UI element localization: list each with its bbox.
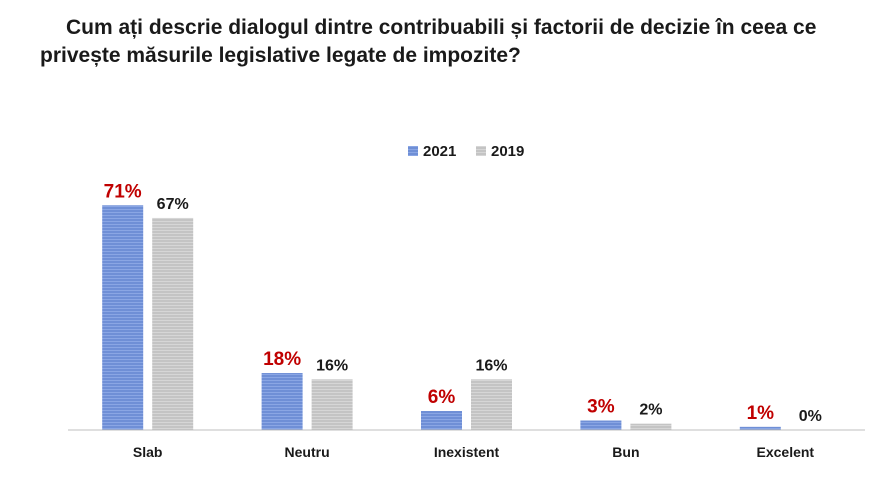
- data-label-2019-excelent: 0%: [799, 408, 822, 425]
- legend-swatch-2021: [408, 146, 418, 156]
- data-label-2019-slab: 67%: [157, 196, 189, 213]
- value-labels-layer: 71% 67% 18% 16% 6% 16% 3% 2% 1% 0%: [104, 181, 822, 425]
- data-label-2021-slab: 71%: [104, 181, 142, 202]
- category-label-slab: Slab: [133, 444, 163, 460]
- category-label-bun: Bun: [612, 444, 639, 460]
- data-label-2021-bun: 3%: [587, 397, 615, 418]
- data-label-2019-neutru: 16%: [316, 357, 348, 374]
- bar-2019-neutru: [311, 379, 353, 430]
- chart-title-line-1: Cum ați descrie dialogul dintre contribu…: [66, 16, 817, 39]
- category-label-excelent: Excelent: [757, 444, 815, 460]
- category-label-neutru: Neutru: [285, 444, 330, 460]
- category-labels-layer: Slab Neutru Inexistent Bun Excelent: [133, 444, 815, 460]
- bar-2021-bun: [580, 420, 622, 430]
- chart-title: Cum ați descrie dialogul dintre contribu…: [40, 14, 870, 70]
- chart-title-line-2: privește măsurile legislative legate de …: [40, 44, 521, 67]
- category-label-inexistent: Inexistent: [434, 444, 500, 460]
- bar-2019-bun: [630, 423, 672, 430]
- data-label-2019-inexistent: 16%: [475, 357, 507, 374]
- bar-2021-neutru: [261, 373, 303, 430]
- bar-2021-inexistent: [421, 411, 462, 430]
- bar-2021-excelent: [739, 426, 781, 430]
- data-label-2021-neutru: 18%: [263, 349, 301, 370]
- legend-label-2021: 2021: [423, 143, 456, 160]
- legend-label-2019: 2019: [491, 143, 524, 160]
- data-label-2021-excelent: 1%: [747, 403, 775, 424]
- bar-2019-slab: [152, 217, 194, 430]
- legend-swatch-2019: [476, 146, 486, 156]
- data-label-2021-inexistent: 6%: [428, 387, 456, 408]
- data-label-2019-bun: 2%: [639, 402, 662, 419]
- chart-legend: 2021 2019: [408, 143, 524, 160]
- bar-2021-slab: [102, 205, 144, 430]
- bars-layer: [102, 205, 781, 430]
- bar-2019-inexistent: [471, 379, 512, 430]
